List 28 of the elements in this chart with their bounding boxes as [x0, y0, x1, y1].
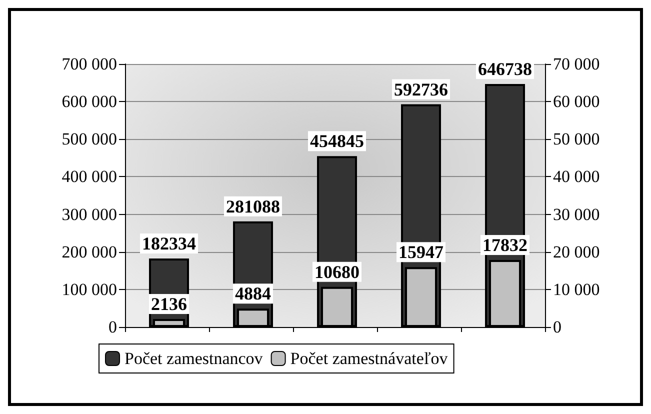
data-label: 182334 — [142, 233, 196, 254]
y-tick-label: 0 — [108, 318, 117, 336]
legend-label: Počet zamestnancov — [124, 349, 264, 368]
y2-tick-label: 60 000 — [553, 92, 600, 112]
data-label: 646738 — [478, 59, 532, 80]
y2-tick-label: 20 000 — [553, 242, 600, 262]
data-label: 592736 — [394, 79, 448, 100]
y-tick-label: 300 000 — [62, 204, 117, 224]
y-tick-label: 600 000 — [62, 92, 117, 112]
y2-tick-label: 70 000 — [553, 54, 600, 74]
y2-tick-label: 50 000 — [553, 130, 600, 149]
y-tick-label: 200 000 — [62, 242, 117, 262]
data-label: 454845 — [310, 131, 364, 152]
y-tick-label: 700 000 — [62, 54, 117, 74]
data-label: 17832 — [482, 235, 528, 256]
data-label: 10680 — [314, 262, 360, 282]
legend-label: Počet zamestnávateľov — [290, 349, 448, 368]
y-tick-label: 400 000 — [62, 167, 117, 186]
data-label: 15947 — [398, 242, 444, 262]
y-tick-label: 100 000 — [62, 280, 117, 299]
y2-tick-label: 10 000 — [553, 280, 600, 299]
y2-tick-label: 30 000 — [553, 204, 600, 224]
data-label: 281088 — [226, 196, 280, 216]
y-tick-label: 500 000 — [62, 130, 117, 149]
data-label: 2136 — [151, 294, 187, 314]
data-label: 4884 — [235, 284, 271, 304]
y2-tick-label: 0 — [553, 318, 562, 336]
y2-tick-label: 40 000 — [553, 167, 600, 186]
